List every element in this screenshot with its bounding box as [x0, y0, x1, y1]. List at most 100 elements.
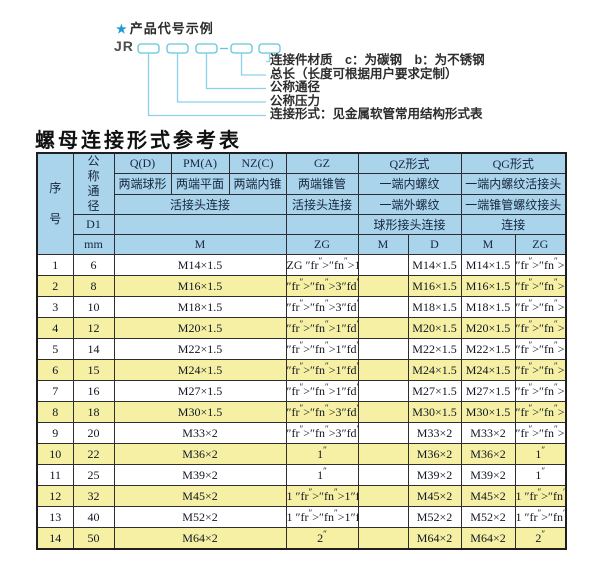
- header-q-sub: 两端球形: [113, 173, 172, 195]
- code-labels: 连接件材质 c：为碳钢 b：为不锈钢 总长（长度可根据用户要求定制） 公称通径 …: [270, 53, 485, 122]
- leader-line-conn-form: [147, 53, 266, 117]
- star-icon: ★: [116, 22, 128, 36]
- cell-seq: 8: [36, 401, 74, 423]
- header-pm: PM(A): [170, 152, 230, 175]
- cell-qz_d: M36×2: [407, 443, 462, 465]
- table-row: 28M16×1.5″fr″>″fn″>3″fd″>8″M16×1.5M16×1.…: [36, 275, 567, 297]
- cell-qz_m: [357, 443, 409, 465]
- header-seq: 序号: [36, 152, 74, 255]
- cell-m: M52×2: [113, 506, 287, 528]
- cell-zg: ZG ″fr″>″fn″>1″fd″>4″: [285, 254, 359, 276]
- code-label-diameter: 公称通径: [270, 80, 321, 95]
- cell-m: M14×1.5: [113, 254, 287, 276]
- cell-qz_m: [357, 380, 409, 402]
- cell-qg_m: M20×1.5: [460, 317, 516, 339]
- diagram-title: ★ 产品代号示例: [116, 18, 214, 37]
- code-box-1: [137, 43, 160, 54]
- cell-m: M39×2: [113, 464, 287, 486]
- cell-dn: 22: [72, 443, 115, 465]
- cell-qz_m: [357, 359, 409, 381]
- cell-m: M22×1.5: [113, 338, 287, 360]
- cell-qg_m: M16×1.5: [460, 275, 516, 297]
- leader-line-length: [240, 53, 266, 76]
- cell-m: M16×1.5: [113, 275, 287, 297]
- cell-dn: 14: [72, 338, 115, 360]
- leader-line-diameter: [205, 53, 266, 90]
- cell-qg_m: M52×2: [460, 506, 516, 528]
- cell-dn: 20: [72, 422, 115, 444]
- cell-qz_d: M39×2: [407, 464, 462, 486]
- cell-seq: 6: [36, 359, 74, 381]
- cell-qg_m: M30×1.5: [460, 401, 516, 423]
- table-row: 11 25 M39×2 1″ M39×2 M39×2 1″: [36, 464, 567, 486]
- table-head: 序号 公称通径 Q(D) PM(A) NZ(C) GZ QZ形式 QG形式 两端…: [36, 152, 567, 255]
- table-row: 818M30×1.5″fr″>″fn″>3″fd″>4″M30×1.5M30×1…: [36, 401, 567, 423]
- cell-qg_m: M27×1.5: [460, 380, 516, 402]
- header-nz: NZ(C): [228, 152, 287, 175]
- header-qg-sub2: 一端锥管螺纹接头: [460, 193, 567, 216]
- header-row-1: 序号 公称通径 Q(D) PM(A) NZ(C) GZ QZ形式 QG形式: [36, 152, 567, 255]
- table-row: 716M27×1.5″fr″>″fn″>1″fd″>2″M27×1.5M27×1…: [36, 380, 567, 402]
- cell-qg_m: M14×1.5: [460, 254, 516, 276]
- cell-seq: 14: [36, 527, 74, 550]
- cell-qg_zg: ″fr″>″fn″>3″fd″>8″: [514, 275, 567, 297]
- header-qg-zg: ZG: [514, 234, 567, 255]
- code-label-pressure: 公称压力: [270, 93, 321, 108]
- leader-lines: [147, 53, 271, 117]
- cell-seq: 1: [36, 254, 74, 276]
- cell-qg_m: M18×1.5: [460, 296, 516, 318]
- cell-qz_m: [357, 338, 409, 360]
- cell-qz_m: [357, 485, 409, 507]
- cell-qz_m: [357, 254, 409, 276]
- header-qz-conn: 球形接头连接: [357, 214, 462, 235]
- cell-qg_zg: ″fr″>″fn″>1″fd″>2″: [514, 317, 567, 339]
- header-qz-m: M: [357, 234, 409, 255]
- cell-dn: 15: [72, 359, 115, 381]
- header-m-label: M: [113, 234, 287, 255]
- table-row: 920M33×2″fr″>″fn″>3″fd″>4″M33×2M33×2″fr″…: [36, 422, 567, 444]
- code-diagram-lines: [137, 43, 281, 117]
- code-box-2: [166, 43, 189, 54]
- cell-seq: 2: [36, 275, 74, 297]
- cell-zg: ″fr″>″fn″>1″fd″>2″: [285, 317, 359, 339]
- cell-qg_zg: ″fr″>″fn″>1″fd″>4″: [514, 254, 567, 276]
- cell-qz_d: M18×1.5: [407, 296, 462, 318]
- cell-zg: 1 ″fr″>″fn″>1″fd″>4″: [285, 485, 359, 507]
- cell-m: M36×2: [113, 443, 287, 465]
- cell-qg_m: M39×2: [460, 464, 516, 486]
- cell-qg_zg: ″fr″>″fn″>3″fd″>8″: [514, 296, 567, 318]
- product-code-diagram: ★ 产品代号示例 JR 连接件材质 c：为碳钢 b：为不锈钢 总长（长度可根据用户…: [0, 0, 600, 125]
- cell-qz_d: M27×1.5: [407, 380, 462, 402]
- header-gz: GZ: [285, 152, 359, 175]
- cell-dn: 12: [72, 317, 115, 339]
- cell-seq: 4: [36, 317, 74, 339]
- cell-qz_d: M22×1.5: [407, 338, 462, 360]
- cell-m: M30×1.5: [113, 401, 287, 423]
- cell-dn: 6: [72, 254, 115, 276]
- cell-m: M45×2: [113, 485, 287, 507]
- code-label-conn-form: 连接形式：见金属软管常用结构形式表: [270, 107, 483, 122]
- cell-qg_zg: ″fr″>″fn″>3″fd″>4″: [514, 401, 567, 423]
- table-row: 310M18×1.5″fr″>″fn″>3″fd″>8″M18×1.5M18×1…: [36, 296, 567, 318]
- table-row: 10 22 M36×2 1″ M36×2 M36×2 1″: [36, 443, 567, 465]
- code-box-5: [258, 43, 281, 54]
- header-row-3: 活接头连接 活接头连接 一端外螺纹 一端锥管螺纹接头: [37, 193, 567, 216]
- header-qg-m: M: [460, 234, 516, 255]
- cell-zg: ″fr″>″fn″>3″fd″>4″: [285, 422, 359, 444]
- header-row-2: 两端球形 两端平面 两端内锥 两端锥管 一端内螺纹 一端内螺纹活接头: [37, 173, 567, 195]
- header-dn: 公称通径: [72, 152, 115, 215]
- header-q: Q(D): [113, 152, 172, 175]
- cell-dn: 25: [72, 464, 115, 486]
- cell-seq: 7: [36, 380, 74, 402]
- cell-qz_d: M16×1.5: [407, 275, 462, 297]
- cell-seq: 12: [36, 485, 74, 507]
- cell-qg_zg: 2″: [514, 527, 567, 550]
- header-qz-sub: 一端内螺纹: [357, 173, 462, 195]
- header-mm: mm: [72, 234, 115, 255]
- header-union-conn: 活接头连接: [113, 193, 287, 216]
- cell-qz_d: M33×2: [407, 422, 462, 444]
- cell-m: M18×1.5: [113, 296, 287, 318]
